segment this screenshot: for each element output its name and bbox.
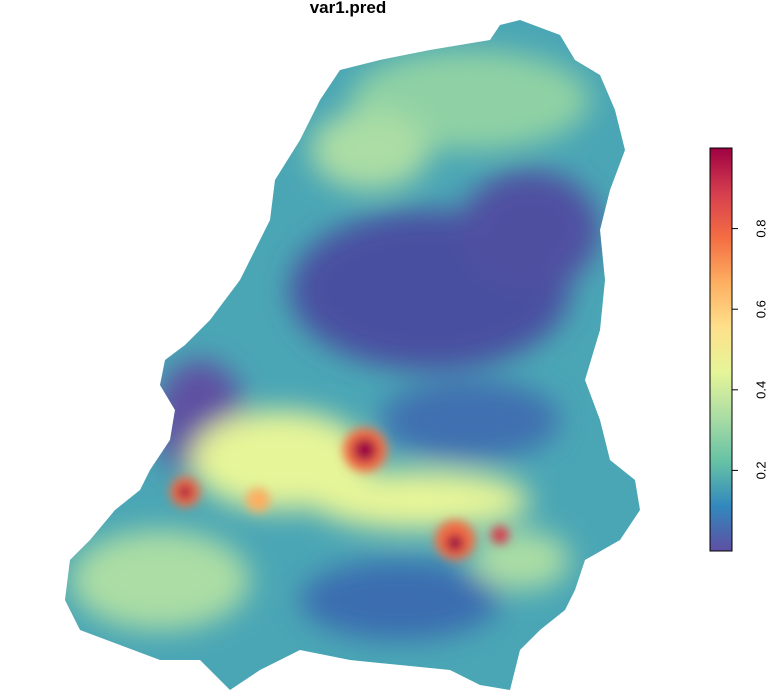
colorbar-tick-label: 0.2 bbox=[753, 461, 768, 479]
colorbar-tick-label: 0.8 bbox=[753, 220, 768, 238]
colorbar bbox=[709, 147, 733, 552]
raster bbox=[65, 20, 640, 690]
colorbar-tick-label: 0.4 bbox=[753, 381, 768, 399]
colorbar-tick-label: 0.6 bbox=[753, 300, 768, 318]
map-title: var1.pred bbox=[310, 0, 387, 17]
